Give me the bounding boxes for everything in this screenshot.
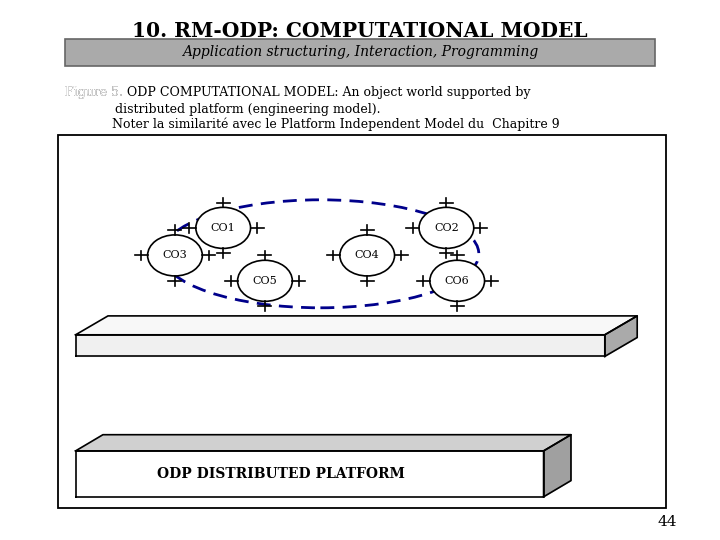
Text: distributed platform (engineering model).: distributed platform (engineering model)… (115, 103, 381, 116)
Circle shape (238, 260, 292, 301)
Circle shape (430, 260, 485, 301)
Text: CO2: CO2 (434, 223, 459, 233)
Text: ODP DISTRIBUTED PLATFORM: ODP DISTRIBUTED PLATFORM (157, 467, 405, 481)
Polygon shape (76, 335, 605, 356)
FancyBboxPatch shape (58, 135, 666, 508)
Circle shape (340, 235, 395, 276)
Circle shape (196, 207, 251, 248)
Circle shape (148, 235, 202, 276)
Text: CO6: CO6 (445, 276, 469, 286)
FancyBboxPatch shape (65, 39, 655, 66)
Text: CO4: CO4 (355, 251, 379, 260)
Circle shape (419, 207, 474, 248)
Text: CO5: CO5 (253, 276, 277, 286)
Text: Figure 5.: Figure 5. (65, 86, 127, 99)
Polygon shape (76, 435, 571, 451)
Text: Application structuring, Interaction, Programming: Application structuring, Interaction, Pr… (182, 45, 538, 59)
Text: CO1: CO1 (211, 223, 235, 233)
Text: 10. RM-ODP: COMPUTATIONAL MODEL: 10. RM-ODP: COMPUTATIONAL MODEL (132, 21, 588, 40)
Text: Figure 5.: Figure 5. (65, 86, 127, 99)
Text: 44: 44 (657, 515, 677, 529)
Text: Figure 5. ODP COMPUTATIONAL MODEL: An object world supported by: Figure 5. ODP COMPUTATIONAL MODEL: An ob… (65, 86, 531, 99)
Polygon shape (76, 316, 637, 335)
Text: Noter la similarité avec le Platform Independent Model du  Chapitre 9: Noter la similarité avec le Platform Ind… (112, 118, 559, 131)
Text: CO3: CO3 (163, 251, 187, 260)
Polygon shape (76, 451, 544, 497)
Polygon shape (605, 316, 637, 356)
Polygon shape (544, 435, 571, 497)
